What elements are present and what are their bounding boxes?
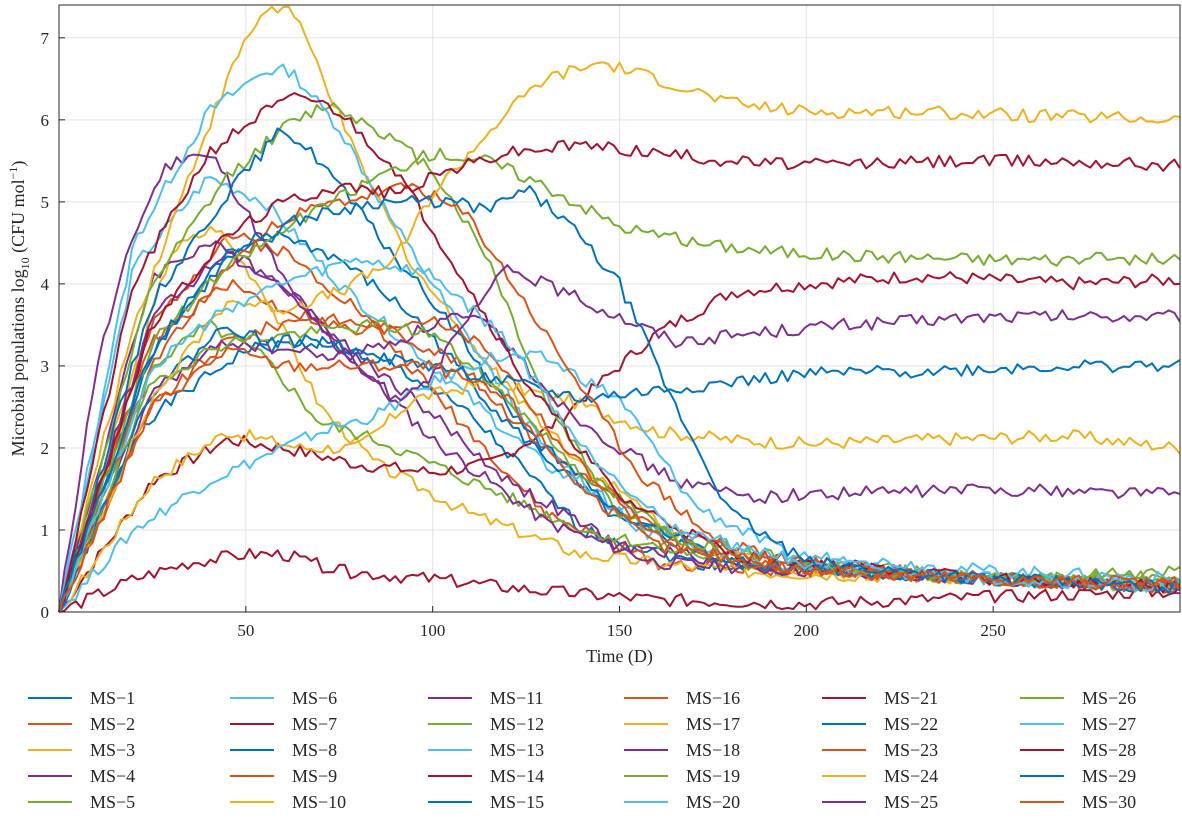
legend-label: MS−17 bbox=[686, 714, 740, 734]
y-tick-label: 4 bbox=[41, 275, 50, 294]
series-line bbox=[58, 139, 1181, 613]
y-tick-label: 0 bbox=[41, 603, 50, 622]
legend-label: MS−27 bbox=[1082, 714, 1136, 734]
legend-label: MS−1 bbox=[90, 688, 135, 708]
x-tick-label: 150 bbox=[607, 621, 633, 640]
legend-label: MS−22 bbox=[884, 714, 938, 734]
legend-label: MS−2 bbox=[90, 714, 135, 734]
series-line bbox=[58, 312, 1181, 613]
legend-label: MS−23 bbox=[884, 740, 938, 760]
legend-label: MS−25 bbox=[884, 792, 938, 812]
legend-label: MS−10 bbox=[292, 792, 346, 812]
series-line bbox=[58, 319, 1181, 613]
legend-label: MS−13 bbox=[490, 740, 544, 760]
y-tick-label: 5 bbox=[41, 193, 50, 212]
y-tick-label: 1 bbox=[41, 521, 50, 540]
series-line bbox=[58, 326, 1181, 613]
legend-label: MS−3 bbox=[90, 740, 135, 760]
legend-label: MS−12 bbox=[490, 714, 544, 734]
series-line bbox=[58, 547, 1181, 613]
legend-label: MS−16 bbox=[686, 688, 740, 708]
series-line bbox=[58, 182, 1181, 613]
legend-label: MS−14 bbox=[490, 766, 544, 786]
legend-label: MS−28 bbox=[1082, 740, 1136, 760]
legend: MS−1 MS−2 MS−3 MS−4 MS−5 MS−6 MS−7 MS−8 MS−9 MS−1… bbox=[28, 688, 1136, 812]
x-axis-title: Time (D) bbox=[586, 646, 653, 667]
x-tick-label: 200 bbox=[794, 621, 820, 640]
legend-label: MS−20 bbox=[686, 792, 740, 812]
legend-label: MS−29 bbox=[1082, 766, 1136, 786]
legend-label: MS−24 bbox=[884, 766, 938, 786]
series-line bbox=[58, 185, 1181, 613]
y-axis-title: Microbial populations log10 (CFU mol−1) bbox=[6, 161, 32, 457]
series-lines bbox=[58, 5, 1181, 613]
y-tick-label: 3 bbox=[41, 357, 50, 376]
legend-label: MS−15 bbox=[490, 792, 544, 812]
legend-label: MS−9 bbox=[292, 766, 337, 786]
legend-label: MS−8 bbox=[292, 740, 337, 760]
axis-ticks: 50 100 150 200 250 0 1 2 3 4 5 6 7 bbox=[41, 29, 1006, 640]
legend-label: MS−21 bbox=[884, 688, 938, 708]
series-line bbox=[58, 5, 1181, 613]
legend-label: MS−6 bbox=[292, 688, 337, 708]
legend-label: MS−11 bbox=[490, 688, 544, 708]
y-tick-label: 7 bbox=[41, 29, 50, 48]
legend-label: MS−30 bbox=[1082, 792, 1136, 812]
legend-label: MS−4 bbox=[90, 766, 135, 786]
legend-label: MS−5 bbox=[90, 792, 135, 812]
legend-label: MS−19 bbox=[686, 766, 740, 786]
legend-label: MS−26 bbox=[1082, 688, 1136, 708]
x-tick-label: 50 bbox=[237, 621, 254, 640]
y-tick-label: 2 bbox=[41, 439, 50, 458]
x-tick-label: 100 bbox=[420, 621, 446, 640]
legend-label: MS−7 bbox=[292, 714, 337, 734]
y-tick-label: 6 bbox=[41, 111, 50, 130]
legend-label: MS−18 bbox=[686, 740, 740, 760]
x-tick-label: 250 bbox=[980, 621, 1006, 640]
series-line bbox=[58, 147, 1181, 613]
series-line bbox=[58, 346, 1181, 613]
series-line bbox=[58, 379, 1181, 613]
